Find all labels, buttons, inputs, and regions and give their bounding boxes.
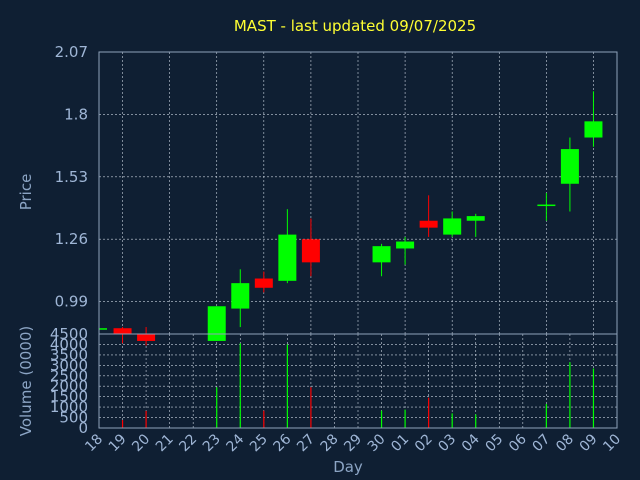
- x-axis-label: Day: [333, 458, 363, 476]
- candle-body: [99, 328, 107, 330]
- chart-title: MAST - last updated 09/07/2025: [234, 17, 476, 35]
- x-tick-label: 09: [577, 431, 601, 455]
- x-tick-label: 20: [129, 431, 153, 455]
- candle-body: [301, 239, 320, 263]
- price-tick-label: 1.53: [55, 168, 88, 186]
- candle-body: [419, 220, 438, 228]
- volume-bars: [121, 343, 595, 428]
- volume-tick-label: 2500: [50, 367, 88, 385]
- volume-tick-label: 1000: [50, 398, 88, 416]
- price-tick-label: 1.26: [55, 230, 88, 248]
- x-tick-label: 04: [459, 431, 483, 455]
- candle-body: [396, 241, 415, 249]
- volume-tick-label: 4500: [50, 325, 88, 343]
- candle-body: [207, 306, 226, 341]
- x-tick-label: 25: [247, 431, 271, 455]
- x-tick-label: 07: [530, 431, 554, 455]
- x-tick-label: 10: [600, 431, 624, 455]
- volume-tick-label: 3500: [50, 346, 88, 364]
- volume-tick-label: 0: [78, 419, 88, 437]
- volume-grid: [99, 334, 617, 428]
- candle-body: [443, 218, 462, 235]
- volume-tick-label: 4000: [50, 335, 88, 353]
- candle-body: [113, 328, 132, 334]
- candle-body: [560, 149, 579, 184]
- x-tick-label: 29: [341, 431, 365, 455]
- x-tick-label: 23: [200, 431, 224, 455]
- volume-axis-label: Volume (0000): [17, 326, 35, 436]
- candle-body: [254, 278, 273, 288]
- x-tick-label: 02: [412, 431, 436, 455]
- volume-tick-label: 3000: [50, 356, 88, 374]
- x-tick-label: 26: [271, 431, 295, 455]
- volume-panel-frame: [98, 333, 618, 429]
- candle-body: [466, 216, 485, 221]
- x-tick-label: 24: [223, 431, 247, 455]
- x-tick-label: 21: [153, 431, 177, 455]
- volume-tick-label: 2000: [50, 377, 88, 395]
- price-y-ticks: 2.07 1.8 1.53 1.26 0.99: [55, 43, 88, 311]
- x-tick-label: 08: [553, 431, 577, 455]
- price-axis-label: Price: [17, 174, 35, 211]
- candle-body: [231, 283, 250, 309]
- price-tick-label: 2.07: [55, 43, 88, 61]
- x-tick-label: 27: [294, 431, 318, 455]
- volume-tick-label: 500: [59, 409, 88, 427]
- candle-body: [537, 204, 556, 207]
- candles: [99, 91, 603, 346]
- x-tick-label: 03: [435, 431, 459, 455]
- x-tick-label: 30: [365, 431, 389, 455]
- price-grid: [99, 52, 617, 334]
- candle-body: [584, 121, 603, 138]
- price-tick-label: 1.8: [64, 105, 88, 123]
- volume-tick-label: 1500: [50, 388, 88, 406]
- candle-body: [278, 234, 297, 281]
- x-ticks: 18 19 20 21 22 23 24 25 26 27 28 29 30 01 02 03 04 05 06 07…: [82, 431, 624, 455]
- x-tick-label: 19: [106, 431, 130, 455]
- candle-body: [137, 334, 156, 341]
- x-tick-label: 05: [482, 431, 506, 455]
- x-tick-label: 22: [176, 431, 200, 455]
- x-tick-label: 06: [506, 431, 530, 455]
- candle-body: [372, 246, 391, 263]
- x-tick-label: 01: [388, 431, 412, 455]
- price-tick-label: 0.99: [55, 293, 88, 311]
- x-tick-label: 28: [318, 431, 342, 455]
